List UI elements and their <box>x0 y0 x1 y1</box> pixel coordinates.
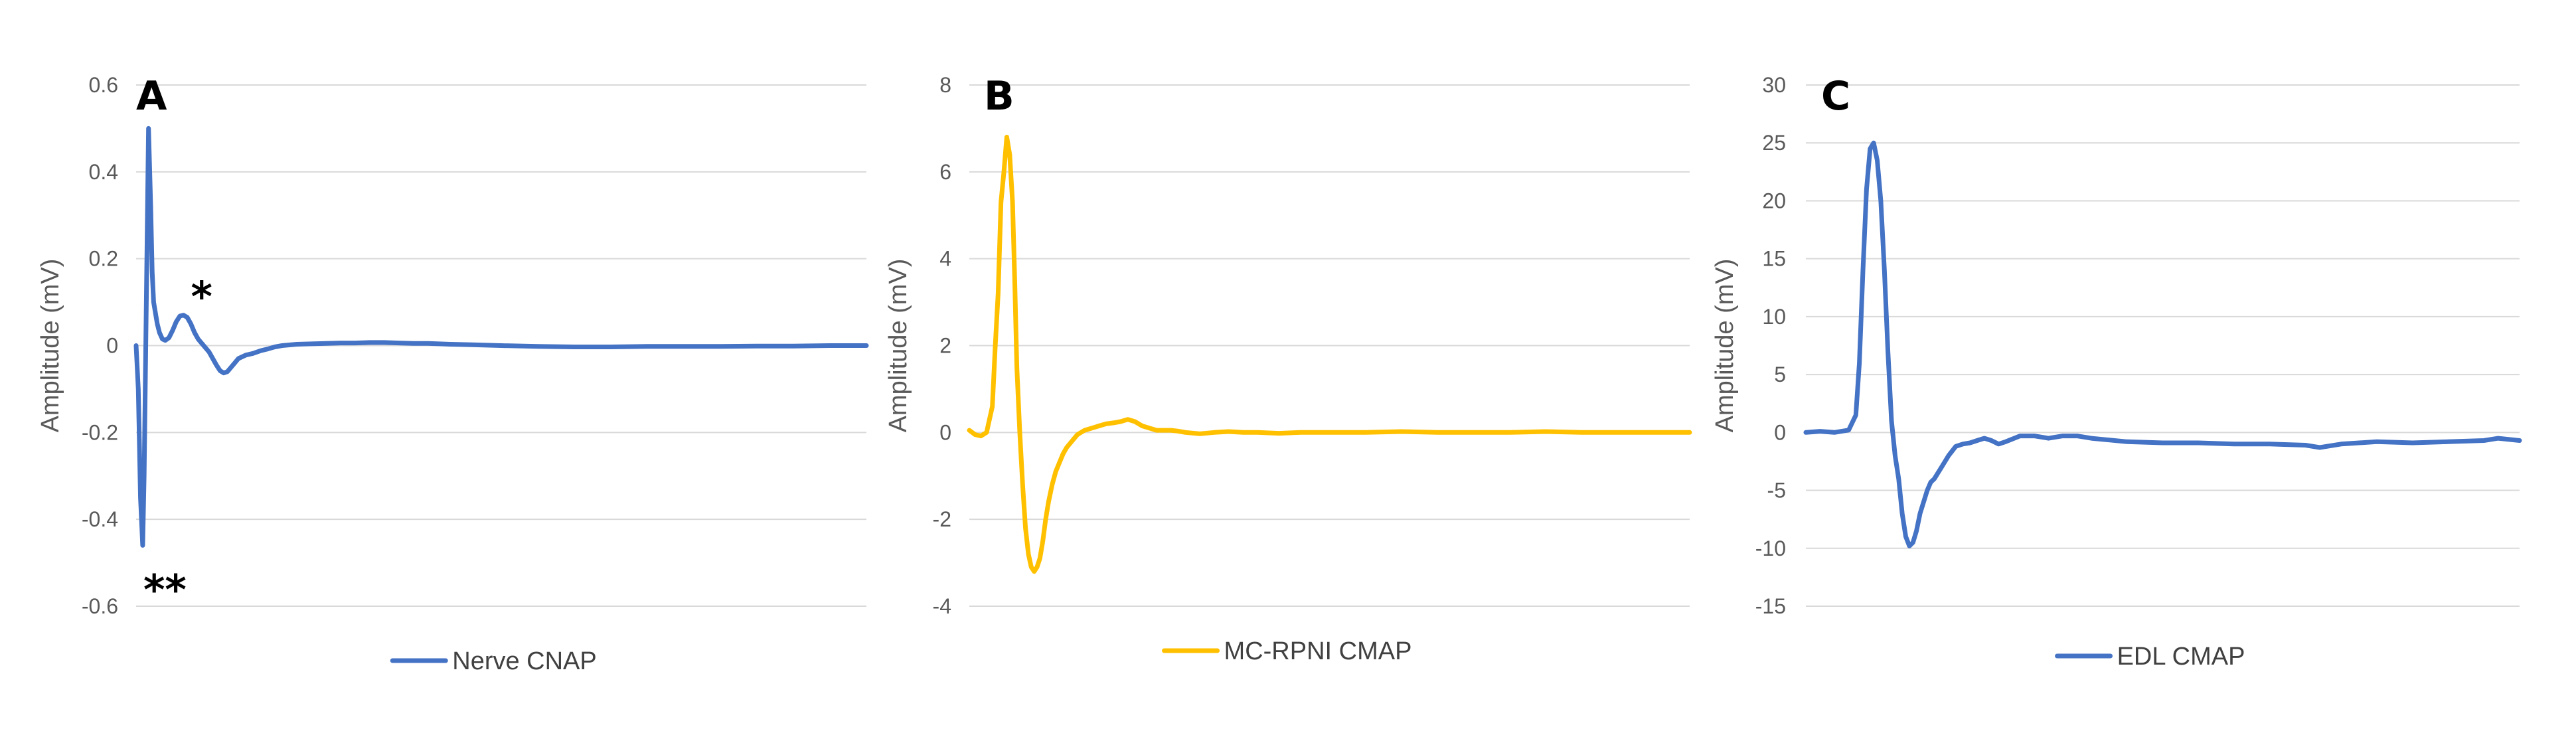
y-tick-label: 20 <box>1762 189 1786 212</box>
y-tick-label: 2 <box>939 334 951 358</box>
y-axis-title: Amplitude (mV) <box>884 259 912 433</box>
panel-a: -0.6 -0.4 -0.2 0 0.2 0.4 0.6 Amplitude (mV) Nerv… <box>37 73 869 675</box>
y-tick-label: -0.4 <box>82 507 118 531</box>
y-tick-label: 0 <box>1774 420 1786 444</box>
y-tick-label: -15 <box>1755 594 1786 618</box>
y-tick-label: -0.2 <box>82 420 118 444</box>
legend-label: MC-RPNI CMAP <box>1224 637 1412 665</box>
y-tick-label: -10 <box>1755 536 1786 560</box>
y-tick-label: -4 <box>933 594 951 618</box>
panel-label: B <box>984 73 1014 120</box>
y-tick-label: 6 <box>939 160 951 184</box>
y-tick-label: -0.6 <box>82 594 118 618</box>
y-tick-label: 5 <box>1774 363 1786 386</box>
y-tick-label: 0.6 <box>89 73 118 97</box>
legend-label: Nerve CNAP <box>452 647 597 675</box>
y-tick-label: -5 <box>1767 479 1786 503</box>
series-line <box>967 135 1692 574</box>
legend-label: EDL CMAP <box>2117 643 2245 671</box>
y-tick-label: 15 <box>1762 247 1786 271</box>
y-tick-label: 0 <box>106 334 118 358</box>
y-tick-label: -2 <box>933 507 951 531</box>
y-tick-label: 30 <box>1762 73 1786 97</box>
panel-label: C <box>1821 73 1850 120</box>
legend: MC-RPNI CMAP <box>1162 637 1412 665</box>
y-tick-label: 8 <box>939 73 951 97</box>
y-tick-label: 0 <box>939 420 951 444</box>
y-tick-label: 4 <box>939 247 951 271</box>
legend: Nerve CNAP <box>390 647 597 675</box>
series-line <box>1803 140 2522 548</box>
y-tick-label: 0.4 <box>89 160 118 184</box>
annotation-marker: ** <box>143 566 187 614</box>
annotation-marker: * <box>191 273 212 321</box>
y-axis-title: Amplitude (mV) <box>1711 259 1739 433</box>
series-line <box>133 125 869 548</box>
panel-c: -15 -10 -5 0 5 10 15 20 25 30 Amplitude (mV) EDL CM… <box>1711 73 2522 671</box>
y-tick-label: 0.2 <box>89 247 118 271</box>
y-tick-label: 25 <box>1762 131 1786 155</box>
panel-b: -4 -2 0 2 4 6 8 Amplitude (mV) MC-RPNI CMAP B <box>884 73 1692 665</box>
y-axis-title: Amplitude (mV) <box>37 259 64 433</box>
panel-label: A <box>136 73 167 120</box>
legend: EDL CMAP <box>2055 643 2245 671</box>
y-tick-label: 10 <box>1762 305 1786 329</box>
